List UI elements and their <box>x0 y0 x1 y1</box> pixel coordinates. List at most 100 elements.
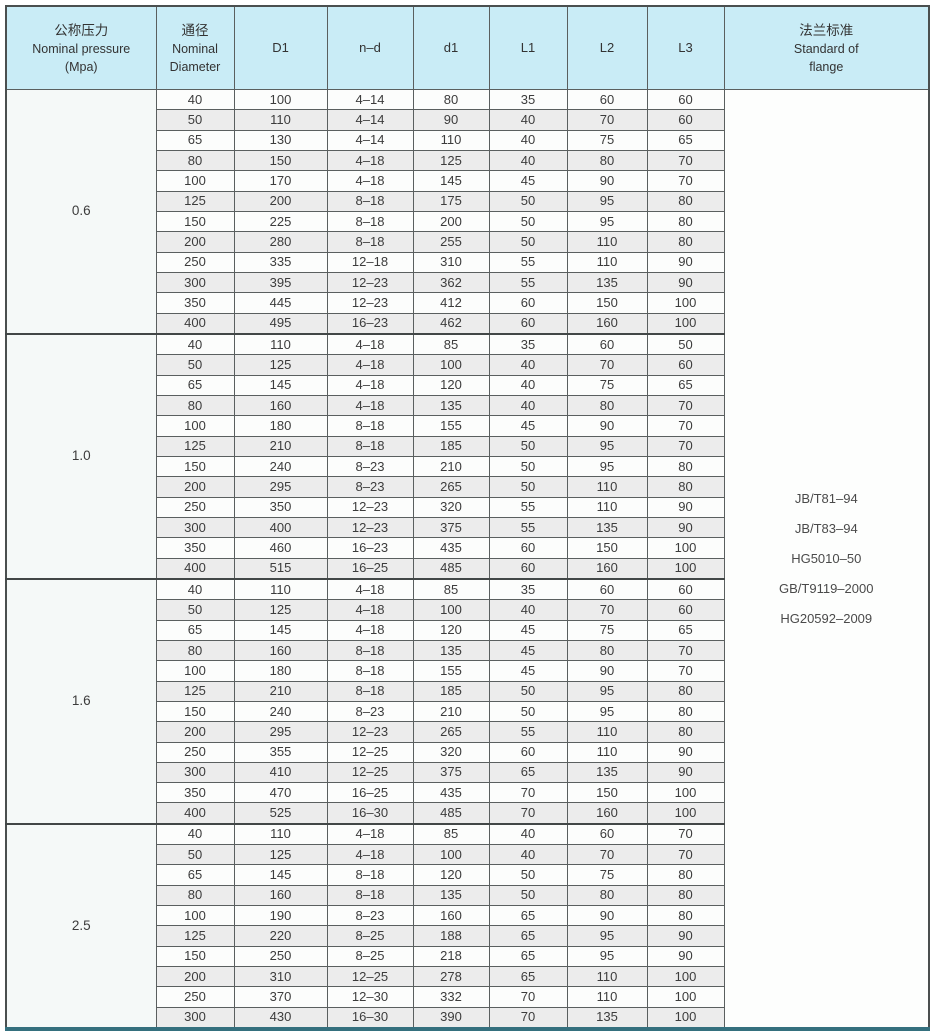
data-cell: 225 <box>233 210 328 233</box>
data-cell: 200 <box>155 476 235 498</box>
data-cell: 55 <box>488 496 568 518</box>
header-col-small-d1: d1 <box>412 5 490 90</box>
data-cell: 370 <box>233 986 328 1008</box>
header-nominal-diameter: 通径 Nominal Diameter <box>155 5 235 90</box>
header-flange-standard: 法兰标准 Standard of flange <box>723 5 930 90</box>
table-row: 65 145 4–18 120 45 75 65 <box>6 619 929 641</box>
data-cell: 40 <box>488 374 568 396</box>
pressure-group-cell: 0.6 <box>5 88 157 335</box>
data-cell: 50 <box>488 455 568 478</box>
data-cell: 250 <box>155 496 235 518</box>
data-cell: 40 <box>155 822 235 846</box>
data-cell: 4–18 <box>326 149 414 172</box>
data-cell: 355 <box>233 741 328 763</box>
data-cell: 80 <box>646 884 725 907</box>
data-cell: 4–18 <box>326 822 414 846</box>
data-cell: 320 <box>412 741 490 763</box>
data-cell: 200 <box>155 721 235 743</box>
data-cell: 80 <box>646 476 725 498</box>
header-pressure-zh: 公称压力 <box>54 22 109 38</box>
data-cell: 100 <box>646 537 725 559</box>
table-row: 125 210 8–18 185 50 95 70 <box>6 435 929 457</box>
data-cell: 430 <box>233 1006 328 1030</box>
table-row: 350 470 16–25 435 70 150 100 <box>6 782 929 804</box>
data-cell: 110 <box>233 109 328 131</box>
data-cell: 95 <box>566 680 648 702</box>
data-cell: 50 <box>488 476 568 498</box>
data-cell: 4–18 <box>326 577 414 601</box>
table-row: 400 515 16–25 485 60 160 100 <box>6 557 929 580</box>
data-cell: 375 <box>412 516 490 539</box>
data-cell: 175 <box>412 190 490 212</box>
data-cell: 75 <box>566 619 648 641</box>
data-cell: 80 <box>566 149 648 172</box>
header-diameter-en1: Nominal <box>172 41 218 56</box>
data-cell: 8–18 <box>326 884 414 907</box>
data-cell: 135 <box>412 884 490 907</box>
data-cell: 100 <box>646 966 725 988</box>
data-cell: 80 <box>646 864 725 886</box>
table-row: 100 180 8–18 155 45 90 70 <box>6 660 929 682</box>
data-cell: 80 <box>566 884 648 907</box>
table-row: 400 495 16–23 462 60 160 100 <box>6 312 929 335</box>
data-cell: 35 <box>488 332 568 356</box>
data-cell: 265 <box>412 476 490 498</box>
data-cell: 40 <box>155 332 235 356</box>
data-cell: 8–23 <box>326 905 414 927</box>
data-cell: 110 <box>233 822 328 846</box>
data-cell: 60 <box>488 557 568 580</box>
data-cell: 95 <box>566 945 648 968</box>
data-cell: 95 <box>566 190 648 212</box>
header-standard-en1: Standard of <box>793 41 859 56</box>
data-cell: 60 <box>566 332 648 356</box>
data-cell: 80 <box>566 394 648 417</box>
data-cell: 4–18 <box>326 599 414 621</box>
header-nominal-pressure: 公称压力 Nominal pressure (Mpa) <box>5 5 157 90</box>
data-cell: 65 <box>488 966 568 988</box>
data-cell: 70 <box>646 660 725 682</box>
data-cell: 40 <box>488 109 568 131</box>
data-cell: 8–18 <box>326 660 414 682</box>
data-cell: 4–18 <box>326 844 414 866</box>
data-cell: 110 <box>566 741 648 763</box>
data-cell: 160 <box>566 802 648 825</box>
data-cell: 320 <box>412 496 490 518</box>
data-cell: 100 <box>412 599 490 621</box>
data-cell: 75 <box>566 864 648 886</box>
data-cell: 125 <box>233 354 328 376</box>
data-cell: 265 <box>412 721 490 743</box>
data-cell: 120 <box>412 864 490 886</box>
table-row: 50 125 4–18 100 40 70 60 <box>6 354 929 376</box>
data-cell: 8–18 <box>326 415 414 437</box>
data-cell: 100 <box>155 170 235 192</box>
data-cell: 8–18 <box>326 210 414 233</box>
data-cell: 80 <box>155 149 235 172</box>
data-cell: 135 <box>412 394 490 417</box>
standard-line: HG5010–50 <box>791 550 862 566</box>
data-cell: 200 <box>233 190 328 212</box>
data-cell: 50 <box>488 700 568 723</box>
data-cell: 190 <box>233 905 328 927</box>
data-cell: 95 <box>566 455 648 478</box>
data-cell: 80 <box>646 455 725 478</box>
data-cell: 150 <box>233 149 328 172</box>
data-cell: 160 <box>233 394 328 417</box>
data-cell: 435 <box>412 537 490 559</box>
data-cell: 70 <box>646 822 725 846</box>
data-cell: 250 <box>233 945 328 968</box>
data-cell: 255 <box>412 231 490 253</box>
data-cell: 4–18 <box>326 394 414 417</box>
data-cell: 110 <box>566 721 648 743</box>
table-header: 公称压力 Nominal pressure (Mpa) 通径 Nominal D… <box>5 5 930 90</box>
data-cell: 50 <box>488 210 568 233</box>
data-cell: 80 <box>646 700 725 723</box>
data-cell: 150 <box>566 537 648 559</box>
data-cell: 4–18 <box>326 170 414 192</box>
data-cell: 395 <box>233 271 328 294</box>
data-cell: 180 <box>233 415 328 437</box>
data-cell: 60 <box>646 599 725 621</box>
data-cell: 120 <box>412 619 490 641</box>
data-cell: 310 <box>412 251 490 273</box>
data-cell: 90 <box>646 761 725 784</box>
data-cell: 155 <box>412 415 490 437</box>
